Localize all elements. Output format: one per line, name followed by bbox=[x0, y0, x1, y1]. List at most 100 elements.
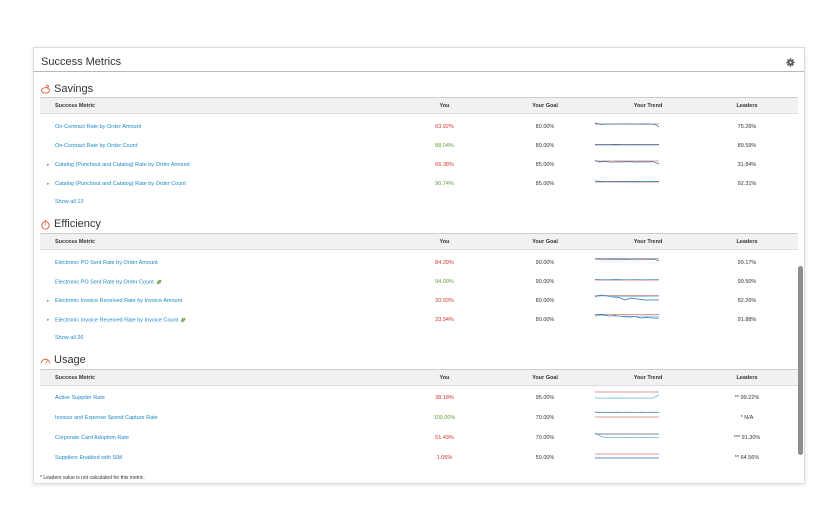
table-row: Suppliers Enabled with SIM 1.06% 50.00% … bbox=[40, 449, 798, 467]
you-value: 84.39% bbox=[435, 260, 454, 266]
goal-value: 90.00% bbox=[535, 279, 555, 285]
goal-value: 50.00% bbox=[535, 455, 555, 461]
metric-link[interactable]: Electronic PO Sent Rate by Order Count bbox=[55, 279, 162, 285]
metric-link[interactable]: Electronic Invoice Received Rate by Invo… bbox=[55, 317, 186, 323]
leaders-value: 89.59% bbox=[737, 143, 757, 149]
table-row: Electronic PO Sent Rate by Order Count 9… bbox=[40, 273, 798, 291]
you-value: 90.74% bbox=[435, 181, 454, 187]
header-you: You bbox=[439, 239, 450, 245]
leaf-icon bbox=[180, 317, 186, 323]
table-row: ▸ Catalog (Punchout and Catalog) Rate by… bbox=[40, 156, 798, 174]
you-value: 66.38% bbox=[435, 162, 454, 168]
vertical-scrollbar[interactable] bbox=[798, 266, 803, 455]
you-value: 88.04% bbox=[435, 143, 454, 149]
you-value: 94.09% bbox=[435, 279, 454, 285]
gear-icon[interactable] bbox=[786, 58, 795, 67]
efficiency-show-all-link[interactable]: Show all 26 bbox=[55, 335, 84, 341]
leaders-value: * N/A bbox=[740, 415, 754, 421]
trend-sparkline[interactable] bbox=[595, 451, 663, 463]
leaders-value: 99.50% bbox=[737, 279, 757, 285]
trend-sparkline[interactable] bbox=[595, 158, 663, 170]
goal-value: 70.00% bbox=[535, 435, 555, 441]
you-value: 20.93% bbox=[435, 298, 454, 304]
leaders-value: 75.26% bbox=[737, 124, 757, 130]
you-value: 100.00% bbox=[433, 415, 456, 421]
leaders-value: 31.84% bbox=[737, 162, 757, 168]
goal-value: 85.00% bbox=[535, 162, 555, 168]
table-row: ▸ Electronic Invoice Received Rate by In… bbox=[40, 311, 798, 329]
leaders-value: *** 91.30% bbox=[733, 435, 761, 441]
table-row: Invoice and Expense Spend Capture Rate 1… bbox=[40, 409, 798, 427]
goal-value: 90.00% bbox=[535, 260, 555, 266]
savings-title: Savings bbox=[54, 83, 94, 95]
savings-table-header: Success Metric You Your Goal Your Trend … bbox=[40, 97, 798, 114]
piggy-bank-icon bbox=[40, 84, 51, 94]
metric-link[interactable]: Electronic PO Sent Rate by Order Amount bbox=[55, 260, 158, 266]
trend-sparkline[interactable] bbox=[595, 256, 663, 268]
you-value: 38.18% bbox=[435, 395, 454, 401]
savings-show-all-link[interactable]: Show all 13 bbox=[55, 199, 84, 205]
leaders-value: 82.26% bbox=[737, 298, 757, 304]
metric-link[interactable]: On-Contract Rate by Order Count bbox=[55, 143, 138, 149]
header-success-metric: Success Metric bbox=[55, 103, 96, 109]
header-your-trend: Your Trend bbox=[633, 375, 663, 381]
trend-sparkline[interactable] bbox=[595, 275, 663, 287]
table-row: ▸ Catalog (Punchout and Catalog) Rate by… bbox=[40, 175, 798, 193]
metric-link-label[interactable]: Electronic PO Sent Rate by Order Count bbox=[55, 279, 154, 286]
header-success-metric: Success Metric bbox=[55, 239, 96, 245]
header-your-goal: Your Goal bbox=[532, 375, 558, 381]
goal-value: 85.00% bbox=[535, 181, 555, 187]
trend-sparkline[interactable] bbox=[595, 139, 663, 151]
metric-link[interactable]: Electronic Invoice Received Rate by Invo… bbox=[55, 298, 183, 304]
you-value: 51.43% bbox=[435, 435, 454, 441]
goal-value: 95.00% bbox=[535, 395, 555, 401]
trend-sparkline[interactable] bbox=[595, 313, 663, 325]
card-title: Success Metrics bbox=[41, 56, 122, 68]
metric-link[interactable]: Invoice and Expense Spend Capture Rate bbox=[55, 415, 158, 421]
table-row: On-Contract Rate by Order Count 88.04% 8… bbox=[40, 137, 798, 155]
header-leaders: Leaders bbox=[736, 375, 758, 381]
usage-title: Usage bbox=[54, 354, 86, 366]
success-metrics-card: Success Metrics Savings Success Metric Y… bbox=[33, 47, 805, 484]
table-row: Corporate Card Adoption Rate 51.43% 70.0… bbox=[40, 429, 798, 447]
metric-link[interactable]: Suppliers Enabled with SIM bbox=[55, 455, 123, 461]
header-success-metric: Success Metric bbox=[55, 375, 96, 381]
expand-chevron-icon[interactable]: ▸ bbox=[47, 317, 50, 323]
expand-chevron-icon[interactable]: ▸ bbox=[47, 162, 50, 168]
header-your-goal: Your Goal bbox=[532, 103, 558, 109]
card-header: Success Metrics bbox=[34, 48, 804, 72]
table-row: On-Contract Rate by Order Amount 63.92% … bbox=[40, 118, 798, 136]
header-leaders: Leaders bbox=[736, 103, 758, 109]
expand-chevron-icon[interactable]: ▸ bbox=[47, 181, 50, 187]
you-value: 33.94% bbox=[435, 317, 454, 323]
table-row: Active Supplier Rate 38.18% 95.00% ** 99… bbox=[40, 389, 798, 407]
metric-link-label[interactable]: Electronic Invoice Received Rate by Invo… bbox=[55, 317, 179, 324]
table-row: Electronic PO Sent Rate by Order Amount … bbox=[40, 254, 798, 272]
trend-sparkline[interactable] bbox=[595, 391, 663, 403]
leaders-value: ** 99.22% bbox=[734, 395, 760, 401]
metric-link[interactable]: On-Contract Rate by Order Amount bbox=[55, 124, 142, 130]
goal-value: 80.00% bbox=[535, 143, 555, 149]
header-your-trend: Your Trend bbox=[633, 103, 663, 109]
trend-sparkline[interactable] bbox=[595, 411, 663, 423]
table-row: ▸ Electronic Invoice Received Rate by In… bbox=[40, 292, 798, 310]
expand-chevron-icon[interactable]: ▸ bbox=[47, 298, 50, 304]
metric-link[interactable]: Active Supplier Rate bbox=[55, 395, 105, 401]
metric-link[interactable]: Catalog (Punchout and Catalog) Rate by O… bbox=[55, 162, 190, 168]
leaders-value: 91.88% bbox=[737, 317, 757, 323]
header-your-trend: Your Trend bbox=[633, 239, 663, 245]
trend-sparkline[interactable] bbox=[595, 120, 663, 132]
you-value: 1.06% bbox=[436, 455, 453, 461]
metric-link[interactable]: Corporate Card Adoption Rate bbox=[55, 435, 129, 441]
trend-sparkline[interactable] bbox=[595, 294, 663, 306]
trend-sparkline[interactable] bbox=[595, 431, 663, 443]
leaders-value: 92.31% bbox=[737, 181, 757, 187]
header-leaders: Leaders bbox=[736, 239, 758, 245]
header-you: You bbox=[439, 103, 450, 109]
efficiency-title: Efficiency bbox=[54, 218, 101, 230]
efficiency-table-header: Success Metric You Your Goal Your Trend … bbox=[40, 233, 798, 250]
you-value: 63.92% bbox=[435, 124, 454, 130]
trend-sparkline[interactable] bbox=[595, 177, 663, 189]
metric-link[interactable]: Catalog (Punchout and Catalog) Rate by O… bbox=[55, 181, 186, 187]
goal-value: 70.00% bbox=[535, 415, 555, 421]
